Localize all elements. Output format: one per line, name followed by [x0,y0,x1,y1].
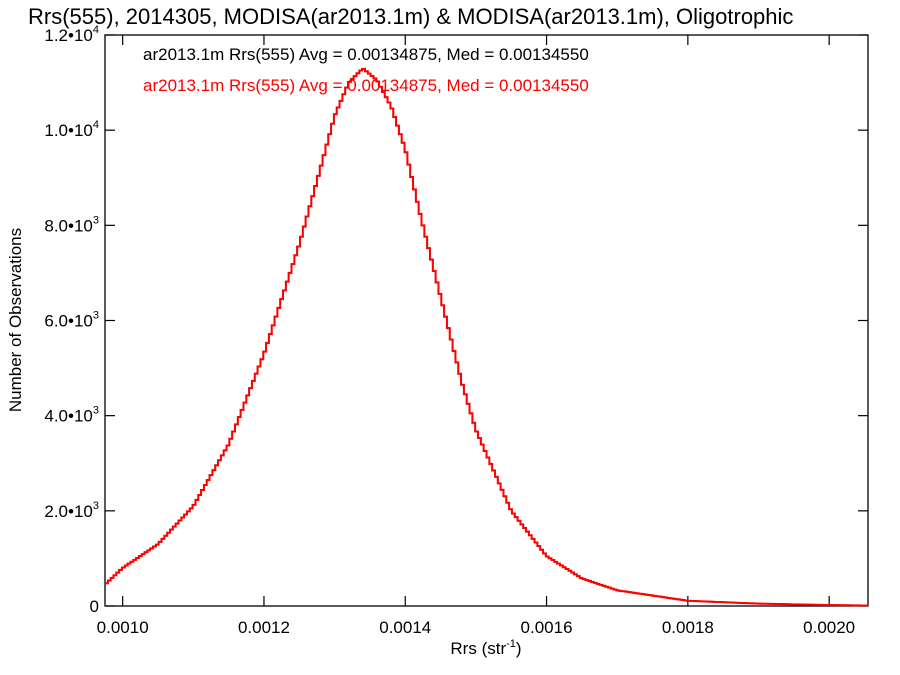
legend-entry-black: ar2013.1m Rrs(555) Avg = 0.00134875, Med… [143,45,589,64]
x-axis-title: Rrs (str-1) [450,638,521,658]
y-axis-title: Number of Observations [6,228,25,412]
x-tick-label: 0.0010 [97,618,149,637]
series-red-line [105,67,868,607]
y-tick-label: 4.0•103 [44,405,99,426]
x-tick-label: 0.0014 [379,618,431,637]
x-tick-label: 0.0020 [803,618,855,637]
series-black-line [105,68,868,607]
y-tick-label: 0 [90,597,99,616]
y-tick-label: 6.0•103 [44,310,99,331]
y-tick-label: 1.0•104 [44,119,99,140]
data-series [105,67,868,607]
y-tick-label: 1.2•104 [44,24,99,45]
x-tick-label: 0.0018 [662,618,714,637]
plot-frame [104,34,869,607]
chart-title: Rrs(555), 2014305, MODISA(ar2013.1m) & M… [28,4,793,29]
x-axis: 0.0010 0.0012 0.0014 0.0016 0.0018 0.0020 [97,35,855,637]
x-tick-label: 0.0016 [521,618,573,637]
y-tick-label: 8.0•103 [44,214,99,235]
y-tick-label: 2.0•103 [44,500,99,521]
legend-entry-red: ar2013.1m Rrs(555) Avg = 0.00134875, Med… [143,76,589,95]
y-axis: 0 2.0•103 4.0•103 6.0•103 8.0•103 1.0•104 1.2•… [44,24,868,616]
x-tick-label: 0.0012 [238,618,290,637]
